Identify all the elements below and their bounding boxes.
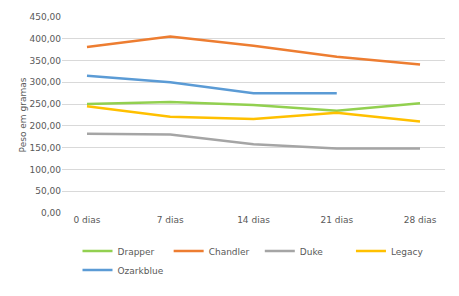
- svg-text:150,00: 150,00: [30, 143, 62, 153]
- svg-text:450,00: 450,00: [30, 12, 62, 22]
- svg-text:Drapper: Drapper: [118, 247, 155, 257]
- svg-text:0,00: 0,00: [41, 208, 61, 218]
- svg-text:300,00: 300,00: [30, 77, 62, 87]
- svg-text:21 dias: 21 dias: [320, 215, 353, 225]
- svg-text:350,00: 350,00: [30, 56, 62, 66]
- svg-text:400,00: 400,00: [30, 34, 62, 44]
- svg-text:Ozarkblue: Ozarkblue: [118, 266, 164, 276]
- svg-text:Legacy: Legacy: [391, 247, 424, 257]
- svg-text:28 dias: 28 dias: [404, 215, 437, 225]
- svg-text:50,00: 50,00: [35, 186, 61, 196]
- svg-text:250,00: 250,00: [30, 99, 62, 109]
- svg-text:Peso em gramas: Peso em gramas: [18, 77, 28, 152]
- svg-text:0 dias: 0 dias: [73, 215, 100, 225]
- svg-text:7 dias: 7 dias: [157, 215, 184, 225]
- svg-text:200,00: 200,00: [30, 121, 62, 131]
- svg-text:14 dias: 14 dias: [237, 215, 270, 225]
- svg-text:Chandler: Chandler: [209, 247, 250, 257]
- svg-text:100,00: 100,00: [30, 165, 62, 175]
- svg-text:Duke: Duke: [300, 247, 324, 257]
